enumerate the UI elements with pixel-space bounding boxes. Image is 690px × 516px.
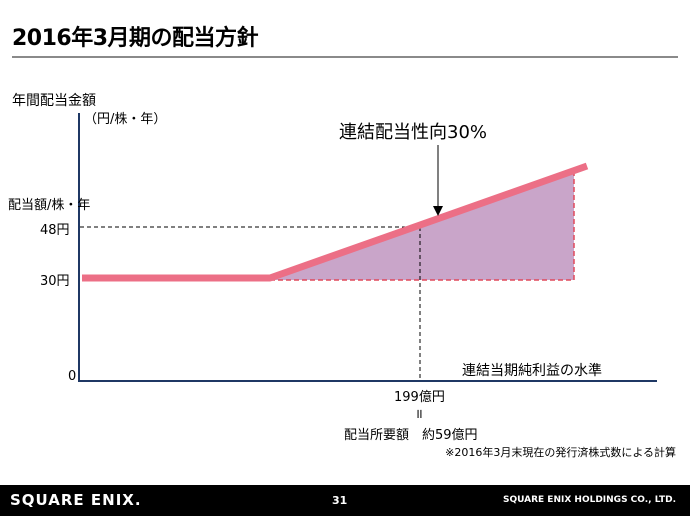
- required-amount: 配当所要額 約59億円: [344, 428, 478, 443]
- footnote: ※2016年3月末現在の発行済株式数による計算: [445, 446, 676, 459]
- origin-label: 0: [68, 369, 77, 384]
- page-title: 2016年3月期の配当方針: [12, 26, 259, 51]
- tick-30: 30円: [40, 274, 70, 289]
- callout-arrowhead: [433, 206, 443, 216]
- footer-bar: [0, 485, 690, 516]
- title-divider: [12, 56, 678, 58]
- payout-area-border: [270, 170, 575, 281]
- payout-ratio-callout: 連結配当性向30%: [339, 122, 488, 143]
- dividend-line: [82, 162, 589, 282]
- y-axis-label: 年間配当金額: [12, 93, 96, 109]
- company-name: SQUARE ENIX HOLDINGS CO., LTD.: [502, 495, 676, 505]
- x-axis-label: 連結当期純利益の水準: [462, 363, 602, 379]
- page-number: 31: [332, 494, 348, 507]
- dividend-label: 配当額/株・年: [8, 198, 91, 213]
- equals-mark: ॥: [415, 407, 423, 422]
- y-axis-unit: （円/株・年）: [84, 112, 167, 127]
- company-logo: SQUARE ENIX.: [10, 491, 142, 509]
- threshold-value: 199億円: [394, 390, 445, 405]
- tick-48: 48円: [40, 223, 70, 238]
